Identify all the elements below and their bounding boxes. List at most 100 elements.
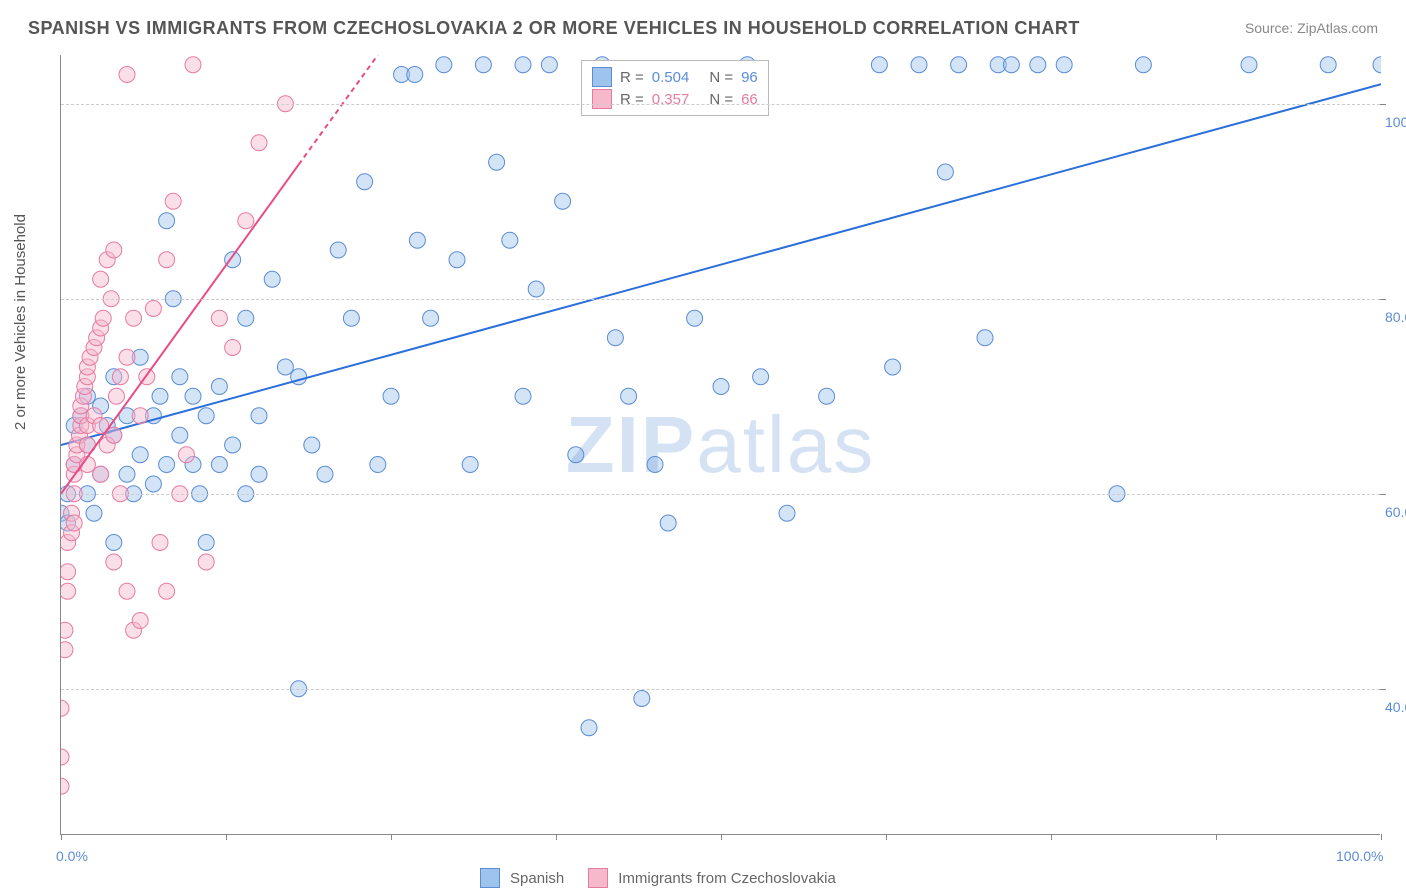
n-value: 96 — [741, 69, 758, 86]
scatter-svg — [61, 55, 1381, 835]
data-point — [951, 57, 967, 73]
y-tick-mark — [1380, 494, 1386, 495]
data-point — [159, 213, 175, 229]
gridline-h — [61, 299, 1380, 300]
data-point — [475, 57, 491, 73]
data-point — [159, 583, 175, 599]
data-point — [819, 388, 835, 404]
data-point — [86, 505, 102, 521]
data-point — [119, 466, 135, 482]
data-point — [502, 232, 518, 248]
data-point — [977, 330, 993, 346]
x-tick-mark — [226, 834, 227, 840]
data-point — [165, 193, 181, 209]
data-point — [264, 271, 280, 287]
data-point — [119, 583, 135, 599]
data-point — [449, 252, 465, 268]
stats-legend: R = 0.504N = 96R = 0.357N = 66 — [581, 60, 769, 116]
data-point — [251, 408, 267, 424]
stats-legend-row: R = 0.504N = 96 — [592, 67, 758, 87]
data-point — [61, 642, 73, 658]
gridline-h — [61, 104, 1380, 105]
data-point — [713, 379, 729, 395]
y-tick-label: 80.0% — [1385, 309, 1406, 325]
data-point — [330, 242, 346, 258]
data-point — [251, 466, 267, 482]
data-point — [211, 379, 227, 395]
data-point — [634, 691, 650, 707]
data-point — [126, 310, 142, 326]
y-tick-mark — [1380, 299, 1386, 300]
data-point — [61, 622, 73, 638]
data-point — [119, 67, 135, 83]
data-point — [152, 388, 168, 404]
gridline-h — [61, 689, 1380, 690]
legend-swatch — [592, 67, 612, 87]
data-point — [383, 388, 399, 404]
data-point — [687, 310, 703, 326]
data-point — [647, 457, 663, 473]
data-point — [489, 154, 505, 170]
data-point — [159, 252, 175, 268]
data-point — [61, 583, 76, 599]
data-point — [112, 369, 128, 385]
data-point — [185, 57, 201, 73]
x-tick-mark — [1051, 834, 1052, 840]
data-point — [238, 310, 254, 326]
data-point — [304, 437, 320, 453]
x-tick-mark — [1216, 834, 1217, 840]
data-point — [198, 408, 214, 424]
y-tick-label: 100.0% — [1385, 114, 1406, 130]
trend-line-dashed — [299, 55, 378, 165]
data-point — [528, 281, 544, 297]
data-point — [211, 310, 227, 326]
y-axis-label: 2 or more Vehicles in Household — [12, 214, 29, 430]
data-point — [251, 135, 267, 151]
gridline-h — [61, 494, 1380, 495]
data-point — [152, 535, 168, 551]
data-point — [436, 57, 452, 73]
data-point — [61, 778, 69, 794]
data-point — [1135, 57, 1151, 73]
legend-label: Immigrants from Czechoslovakia — [618, 870, 836, 887]
data-point — [132, 408, 148, 424]
data-point — [1056, 57, 1072, 73]
data-point — [172, 427, 188, 443]
series-legend: Spanish Immigrants from Czechoslovakia — [480, 868, 850, 888]
data-point — [423, 310, 439, 326]
data-point — [119, 349, 135, 365]
n-label: N = — [709, 69, 733, 86]
x-tick-mark — [1381, 834, 1382, 840]
legend-label: Spanish — [510, 870, 564, 887]
data-point — [407, 67, 423, 83]
legend-swatch — [588, 868, 608, 888]
data-point — [607, 330, 623, 346]
data-point — [937, 164, 953, 180]
data-point — [185, 388, 201, 404]
y-tick-mark — [1380, 689, 1386, 690]
data-point — [132, 613, 148, 629]
data-point — [145, 301, 161, 317]
data-point — [1320, 57, 1336, 73]
data-point — [753, 369, 769, 385]
data-point — [132, 447, 148, 463]
data-point — [1241, 57, 1257, 73]
data-point — [238, 213, 254, 229]
data-point — [61, 700, 69, 716]
data-point — [1373, 57, 1381, 73]
r-value: 0.504 — [652, 69, 690, 86]
data-point — [409, 232, 425, 248]
data-point — [515, 57, 531, 73]
data-point — [106, 535, 122, 551]
data-point — [159, 457, 175, 473]
data-point — [66, 515, 82, 531]
n-label: N = — [709, 91, 733, 108]
data-point — [95, 310, 111, 326]
data-point — [911, 57, 927, 73]
r-value: 0.357 — [652, 91, 690, 108]
r-label: R = — [620, 91, 644, 108]
legend-swatch — [480, 868, 500, 888]
x-tick-mark — [721, 834, 722, 840]
data-point — [1003, 57, 1019, 73]
data-point — [541, 57, 557, 73]
